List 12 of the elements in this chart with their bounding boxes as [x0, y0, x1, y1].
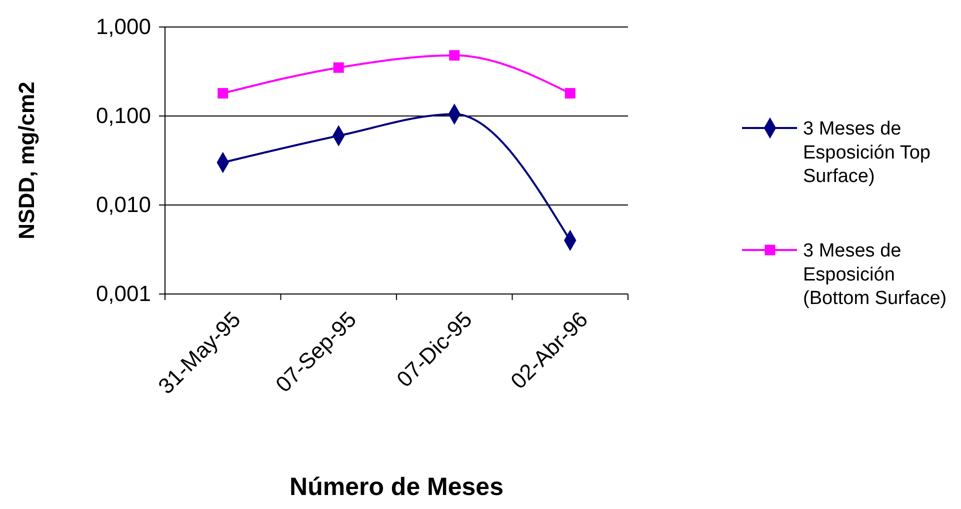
point: [564, 88, 576, 99]
point: [449, 50, 460, 61]
y-tick-label: 0,100: [96, 103, 151, 128]
point: [218, 88, 228, 99]
y-tick-label: 1,000: [96, 14, 151, 40]
legend-label: 3 Meses de Esposición (Bottom Surface): [803, 240, 947, 310]
y-axis-title: NSDD, mg/cm2: [14, 82, 39, 240]
x-axis-title: Número de Meses: [290, 473, 504, 501]
y-tick-label: 0,010: [96, 192, 151, 218]
y-tick-label: 0,001: [96, 281, 151, 306]
legend-label: 3 Meses de Esposición Top Surface): [803, 118, 930, 188]
point: [333, 62, 344, 73]
